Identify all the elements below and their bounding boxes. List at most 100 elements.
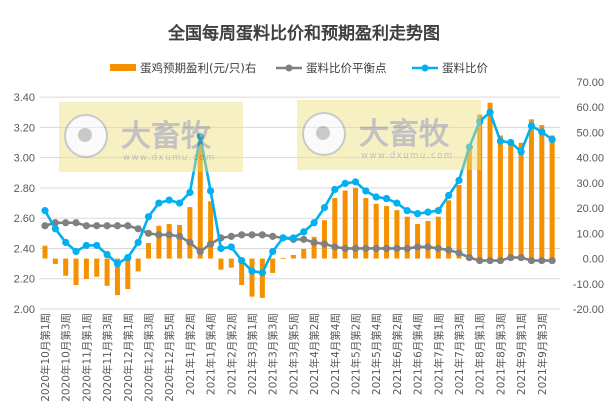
bar — [73, 258, 79, 286]
left-tick-label: 3.20 — [14, 122, 35, 134]
data-point — [93, 241, 101, 250]
x-tick-label: 2020年10月第1周 — [39, 313, 52, 402]
data-point — [134, 225, 142, 233]
left-tick-label: 2.20 — [14, 274, 35, 286]
data-point — [103, 222, 111, 230]
data-point — [144, 229, 153, 237]
legend-label: 蛋鸡预期盈利(元/只)右 — [140, 61, 256, 75]
data-point — [300, 228, 308, 236]
data-point — [289, 234, 297, 242]
data-point — [538, 256, 546, 265]
x-tick-label: 2020年10月第3周 — [60, 313, 73, 402]
data-point — [186, 188, 194, 197]
data-point — [517, 253, 525, 262]
data-point — [269, 247, 277, 256]
x-tick-label: 2021年3月第1周 — [246, 313, 259, 395]
data-point — [445, 191, 453, 200]
x-tick-label: 2021年2月第2周 — [225, 313, 238, 395]
bar — [135, 258, 141, 272]
bar — [280, 258, 286, 259]
data-point — [227, 232, 235, 240]
data-point — [82, 222, 90, 230]
x-tick-label: 2021年5月第4周 — [370, 313, 383, 395]
data-point — [341, 244, 349, 253]
data-point — [155, 199, 163, 207]
bar — [549, 135, 555, 259]
bar — [311, 236, 317, 259]
legend-swatch-marker — [421, 64, 429, 72]
bar — [249, 258, 255, 297]
watermark-logo-icon — [302, 112, 346, 156]
bar — [218, 258, 224, 270]
data-point — [476, 256, 484, 265]
data-point — [455, 176, 463, 184]
bar — [477, 114, 483, 259]
bar — [197, 143, 203, 259]
watermark-background — [297, 100, 481, 170]
right-tick-label: 60.00 — [576, 102, 604, 114]
data-point — [155, 231, 163, 239]
data-point — [507, 138, 515, 147]
right-tick-label: 30.00 — [576, 178, 604, 190]
watermark-url: www.dxumu.com — [361, 151, 454, 161]
bar — [114, 258, 120, 296]
data-point — [310, 238, 318, 247]
data-point — [362, 187, 370, 195]
data-point — [341, 179, 349, 187]
data-point — [486, 256, 494, 265]
data-point — [134, 238, 142, 247]
data-point — [393, 199, 401, 207]
bar — [208, 201, 214, 259]
bar — [497, 135, 503, 259]
gridlines — [40, 96, 560, 310]
data-point — [41, 207, 49, 215]
bar — [446, 200, 452, 259]
data-point — [258, 269, 266, 277]
data-point — [320, 204, 329, 212]
data-point — [300, 235, 308, 243]
left-axis-ticks: 3.40 3.20 3.00 2.80 2.60 2.40 2.20 2.00 — [14, 92, 35, 316]
x-tick-label: 2021年4月第4周 — [329, 313, 342, 395]
bar — [394, 210, 400, 259]
watermark-logo-icon — [64, 114, 108, 158]
right-axis-ticks: 70.00 60.00 50.00 40.00 30.00 20.00 10.00 0.00 -… — [573, 77, 604, 316]
x-tick-label: 2021年6月第4周 — [412, 313, 425, 395]
data-point — [434, 207, 442, 215]
left-tick-label: 2.80 — [14, 183, 35, 195]
data-point — [62, 238, 70, 247]
left-tick-label: 3.00 — [14, 153, 35, 165]
x-axis-ticks: 2020年10月第1周 2020年10月第3周 2020年11月第1周 2020年11… — [39, 313, 549, 402]
bar — [508, 139, 514, 259]
data-point — [186, 238, 194, 247]
right-tick-label: 10.00 — [576, 228, 604, 240]
x-tick-label: 2021年7月第1周 — [432, 313, 445, 395]
data-point — [196, 247, 204, 256]
data-point — [165, 231, 173, 239]
bar — [239, 258, 245, 286]
bar — [353, 187, 358, 259]
bar — [404, 216, 410, 259]
bar — [384, 206, 390, 259]
watermark-logo-eye-icon — [316, 126, 330, 140]
data-point — [496, 256, 504, 265]
data-point — [351, 244, 360, 253]
bar — [363, 198, 369, 259]
bar — [259, 258, 265, 298]
data-point — [238, 256, 246, 265]
data-point — [414, 243, 422, 251]
data-point — [227, 243, 235, 251]
bar — [187, 207, 193, 259]
right-tick-label: 0.00 — [583, 254, 604, 266]
left-tick-label: 2.00 — [14, 304, 35, 316]
data-point — [217, 244, 225, 253]
data-point — [393, 244, 401, 253]
data-point — [424, 243, 432, 251]
watermark-logo-eye-icon — [78, 128, 92, 142]
bar — [342, 190, 348, 259]
x-tick-label: 2021年9月第3周 — [536, 313, 549, 395]
data-point — [527, 256, 536, 265]
data-point — [238, 231, 246, 239]
